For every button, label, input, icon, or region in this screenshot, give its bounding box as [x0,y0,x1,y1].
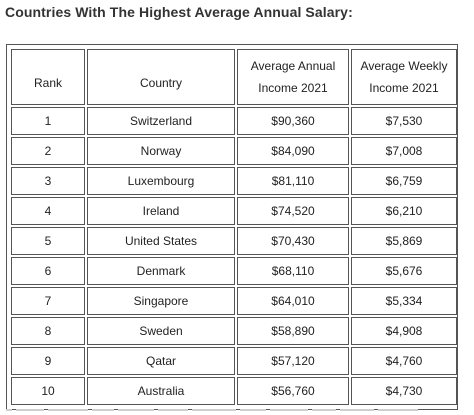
cell-country: Singapore [87,287,235,315]
header-annual-income: Average Annual Income 2021 [237,49,349,105]
cell-weekly: $5,676 [351,257,457,285]
cell-annual: $84,090 [237,137,349,165]
cell-annual: $90,360 [237,107,349,135]
table-row: 2 Norway $84,090 $7,008 [11,137,457,165]
table-header-row: Rank Country Average Annual Income 2021 … [11,49,457,105]
cell-annual: $57,120 [237,347,349,375]
cell-annual: $74,520 [237,197,349,225]
header-country: Country [87,49,235,105]
table-row: 9 Qatar $57,120 $4,760 [11,347,457,375]
cell-annual: $70,430 [237,227,349,255]
cell-annual: $64,010 [237,287,349,315]
table-row: 7 Singapore $64,010 $5,334 [11,287,457,315]
cell-weekly: $4,730 [351,377,457,405]
table-row: 3 Luxembourg $81,110 $6,759 [11,167,457,195]
header-rank: Rank [11,49,85,105]
cell-country: Luxembourg [87,167,235,195]
table-row: 1 Switzerland $90,360 $7,530 [11,107,457,135]
cell-weekly: $6,759 [351,167,457,195]
header-weekly-income: Average Weekly Income 2021 [351,49,457,105]
cell-country: Switzerland [87,107,235,135]
cell-rank: 6 [11,257,85,285]
table-row: 4 Ireland $74,520 $6,210 [11,197,457,225]
cell-rank: 9 [11,347,85,375]
header-weekly-line1: Average Weekly [360,59,448,73]
cell-rank: 5 [11,227,85,255]
cell-rank: 10 [11,377,85,405]
cell-rank: 8 [11,317,85,345]
header-weekly-line2: Income 2021 [369,81,439,95]
table-row: 6 Denmark $68,110 $5,676 [11,257,457,285]
cell-rank: 4 [11,197,85,225]
cell-rank: 2 [11,137,85,165]
cell-annual: $68,110 [237,257,349,285]
cell-country: Australia [87,377,235,405]
header-annual-line2: Income 2021 [258,81,328,95]
table-row: 8 Sweden $58,890 $4,908 [11,317,457,345]
cell-weekly: $4,908 [351,317,457,345]
cell-weekly: $5,334 [351,287,457,315]
cell-annual: $81,110 [237,167,349,195]
header-annual-line1: Average Annual [250,59,336,73]
cell-weekly: $7,530 [351,107,457,135]
cell-weekly: $4,760 [351,347,457,375]
cell-weekly: $7,008 [351,137,457,165]
cell-rank: 7 [11,287,85,315]
cell-country: Sweden [87,317,235,345]
table-row: 10 Australia $56,760 $4,730 [11,377,457,405]
cell-country: Denmark [87,257,235,285]
table-row: 5 United States $70,430 $5,869 [11,227,457,255]
cell-weekly: $6,210 [351,197,457,225]
cell-annual: $56,760 [237,377,349,405]
cell-rank: 3 [11,167,85,195]
cell-country: Qatar [87,347,235,375]
cut-off-footnote [6,409,426,415]
page-title: Countries With The Highest Average Annua… [5,4,353,20]
cell-weekly: $5,869 [351,227,457,255]
salary-table-frame: Rank Country Average Annual Income 2021 … [6,44,458,410]
cell-country: United States [87,227,235,255]
cell-country: Norway [87,137,235,165]
salary-table: Rank Country Average Annual Income 2021 … [9,47,459,407]
cell-annual: $58,890 [237,317,349,345]
cell-country: Ireland [87,197,235,225]
cell-rank: 1 [11,107,85,135]
